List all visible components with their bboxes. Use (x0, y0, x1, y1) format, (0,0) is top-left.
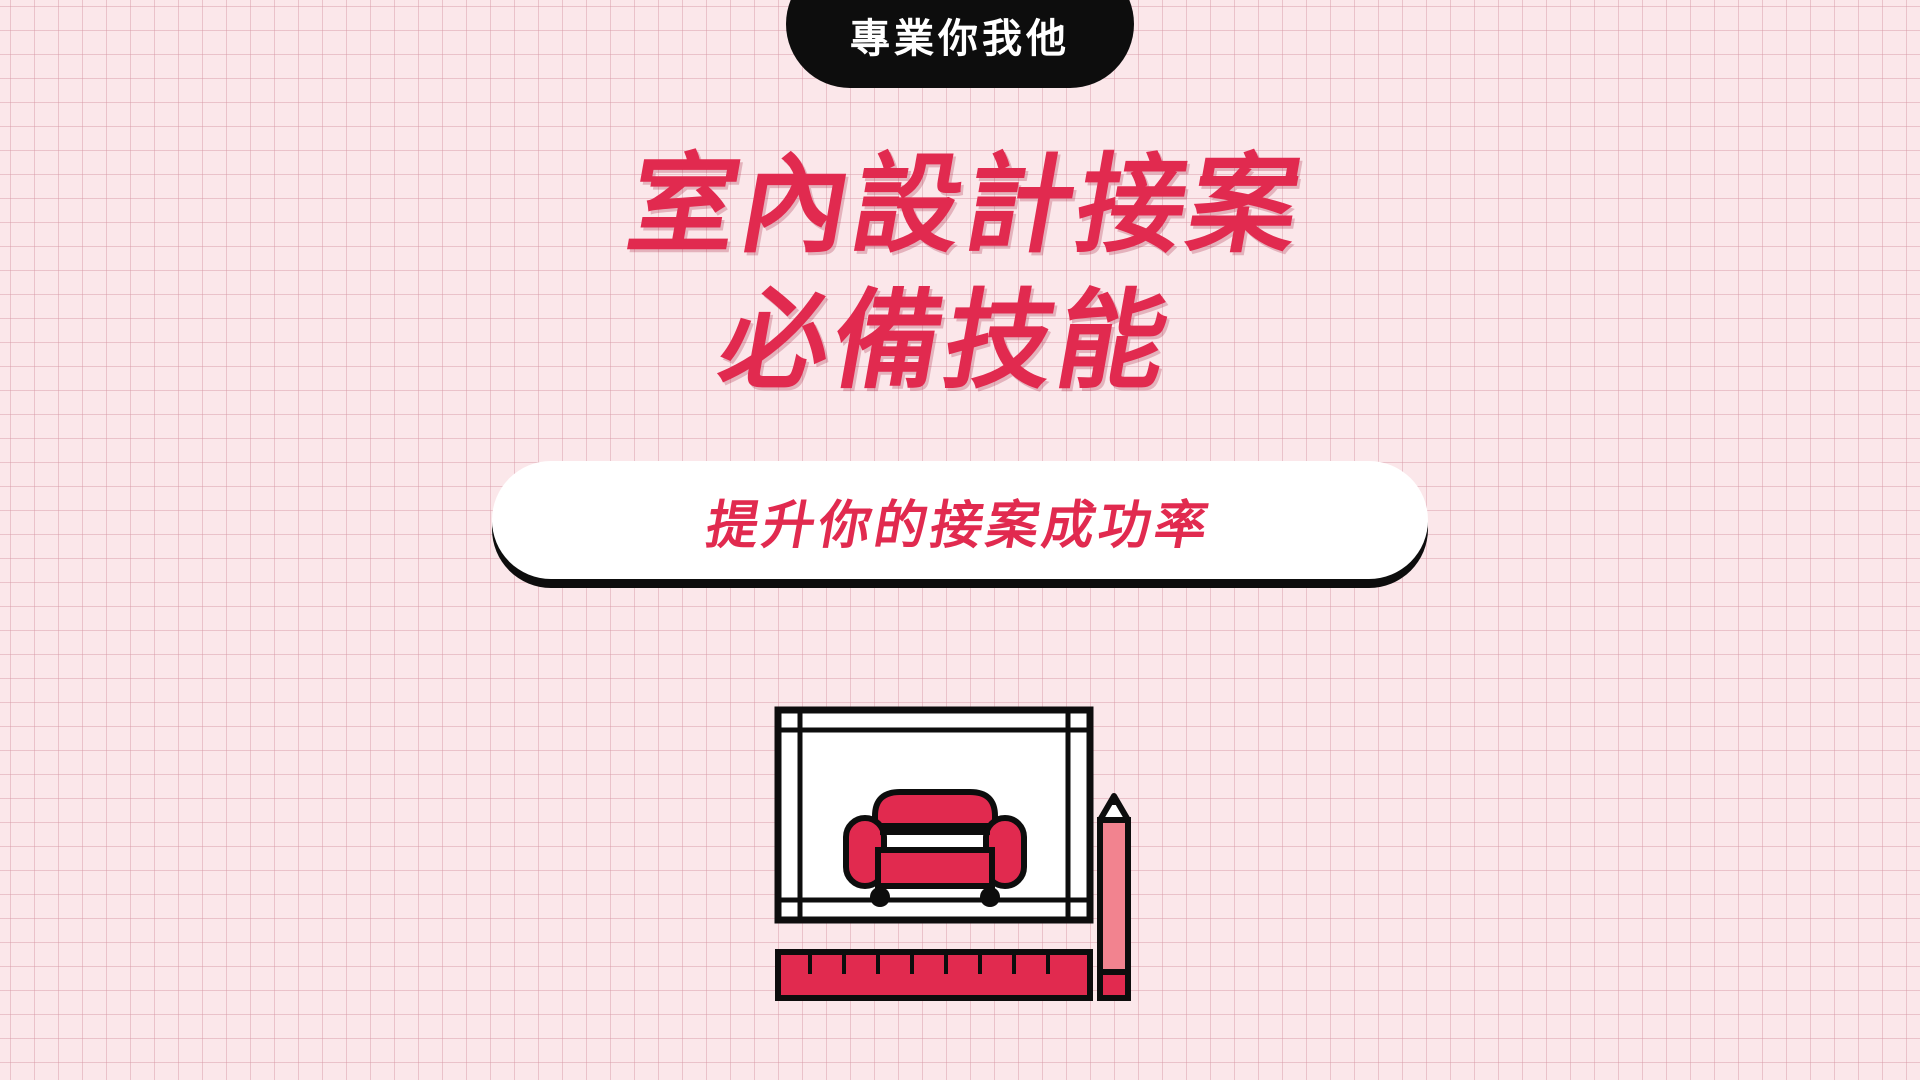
subtitle-text: 提升你的接案成功率 (701, 495, 1217, 556)
ruler-icon (775, 949, 1093, 1001)
subtitle-pill: 提升你的接案成功率 (492, 461, 1428, 579)
headline-line-2: 必備技能 (711, 279, 1182, 404)
design-tools-illustration (774, 706, 1131, 1001)
sofa-icon (843, 789, 1027, 907)
brand-label: 專業你我他 (850, 16, 1070, 62)
brand-tab: 專業你我他 (786, 0, 1134, 88)
pencil-icon (1097, 793, 1131, 1001)
headline-line-1: 室內設計接案 (619, 143, 1314, 268)
